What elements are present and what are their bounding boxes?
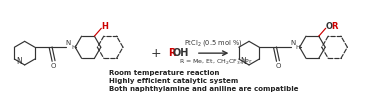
Text: PtCl$_2$ (0.5 mol %): PtCl$_2$ (0.5 mol %) [184, 38, 243, 48]
Text: N: N [66, 40, 71, 46]
Text: R: R [331, 22, 338, 31]
Text: R: R [169, 48, 176, 58]
Text: N: N [16, 56, 22, 66]
Text: O: O [51, 63, 56, 69]
Text: H: H [101, 22, 108, 31]
Text: +: + [150, 47, 161, 60]
Text: OH: OH [173, 48, 189, 58]
Text: O: O [325, 22, 332, 31]
Text: O: O [275, 63, 280, 69]
Text: Highly efficient catalytic system: Highly efficient catalytic system [109, 78, 239, 84]
Text: Room temperature reaction: Room temperature reaction [109, 70, 220, 76]
Text: N: N [240, 56, 246, 66]
Text: H: H [295, 45, 300, 50]
Text: Both naphthylamine and aniline are compatible: Both naphthylamine and aniline are compa… [109, 86, 299, 92]
Text: R = Me, Et, CH$_2$CF$_3$, $^i$Pr: R = Me, Et, CH$_2$CF$_3$, $^i$Pr [178, 57, 253, 67]
Text: H: H [71, 45, 76, 50]
Text: N: N [290, 40, 295, 46]
